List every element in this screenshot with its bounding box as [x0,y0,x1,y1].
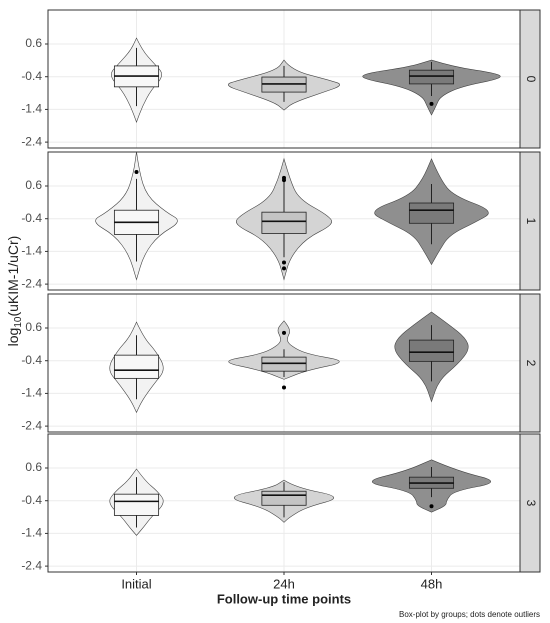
y-tick-label: -0.4 [21,211,42,225]
y-label-subscript: 10 [13,316,24,328]
y-tick-label: -1.4 [21,526,42,540]
y-tick-label: 0.6 [25,320,42,334]
y-tick-label: -1.4 [21,102,42,116]
box [408,69,455,85]
strip [519,9,541,149]
box [261,211,307,234]
y-tick-label: -0.4 [21,493,42,507]
box [261,356,307,372]
outlier [282,266,286,271]
y-label-part: log [5,328,21,347]
y-tick-label: -2.4 [21,134,42,148]
y-tick-label: 0.6 [25,36,42,50]
caption: Box-plot by groups; dots denote outliers [399,610,540,619]
y-tick-label: -0.4 [21,69,42,83]
outlier [282,178,286,183]
y-axis-label: log10(uKIM-1/uCr) [5,236,24,347]
box [261,490,307,506]
strip [519,293,541,433]
box [408,339,455,362]
outlier [429,504,434,509]
outlier [429,101,434,106]
y-tick-label: -0.4 [21,353,42,367]
strip [519,433,541,573]
box [408,202,455,224]
y-tick-label: -2.4 [21,418,42,432]
y-tick-label: 0.6 [25,178,42,192]
outlier [282,330,286,335]
x-axis-label: Follow-up time points [217,591,351,606]
box [113,493,160,516]
y-tick-label: -1.4 [21,244,42,258]
y-tick-label: -2.4 [21,276,42,290]
strip-label: 1 [524,218,538,225]
strip-label: 0 [524,76,538,83]
y-label-part: (uKIM-1/uCr) [5,236,21,317]
y-tick-label: -2.4 [21,558,42,572]
outlier [282,260,286,265]
strip [519,151,541,291]
outlier [282,385,286,390]
x-tick-label: 48h [421,576,443,591]
y-tick-label: 0.6 [25,460,42,474]
x-tick-label: Initial [121,576,151,591]
strip-label: 2 [524,360,538,367]
box [113,354,160,379]
strip-label: 3 [524,500,538,507]
outlier [134,169,139,174]
x-tick-label: 24h [273,576,295,591]
y-tick-label: -1.4 [21,386,42,400]
